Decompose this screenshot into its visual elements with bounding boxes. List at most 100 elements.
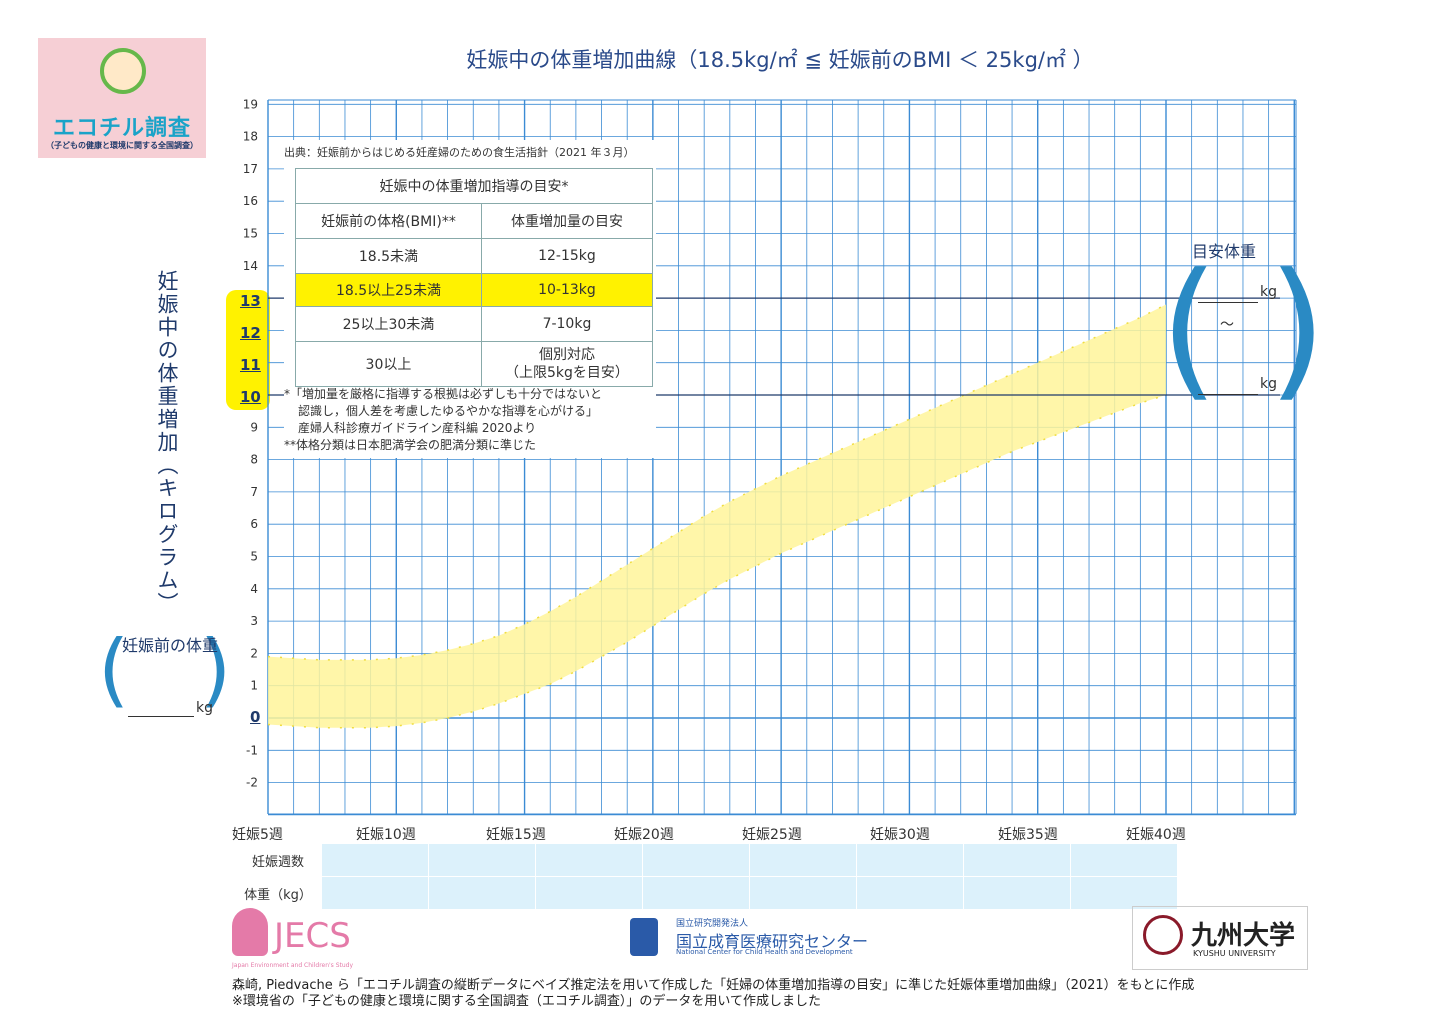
x-tick: 妊娠30週 [870, 827, 930, 843]
record-cell[interactable] [963, 876, 1071, 910]
y-tick-label: 16 [243, 194, 258, 208]
footnote-line: 産婦人科診療ガイドライン産科編 2020より [298, 421, 537, 435]
guide-cell: 25以上30未満 [295, 306, 482, 342]
record-cell[interactable] [535, 843, 643, 877]
record-cell[interactable] [428, 843, 536, 877]
logo-name: エコチル調査 [52, 116, 191, 141]
y-tick-label: 8 [250, 453, 258, 467]
credit-note: ※環境省の「子どもの健康と環境に関する全国調査（エコチル調査）」のデータを用いて… [232, 994, 822, 1009]
target-left-paren: ( [1160, 242, 1219, 416]
record-cell[interactable] [856, 843, 964, 877]
prepregnancy-unit: kg [196, 700, 213, 716]
y-tick-label: 7 [250, 485, 258, 499]
footnote-line: *「増加量を厳格に指導する根拠は必ずしも十分ではないと [284, 387, 603, 401]
record-cell[interactable] [642, 876, 750, 910]
guide-cell: 個別対応 （上限5kgを目安） [480, 341, 654, 387]
jecs-logo: JECS Japan Environment and Children's St… [232, 906, 356, 972]
record-cell[interactable] [963, 843, 1071, 877]
x-tick: 妊娠35週 [998, 827, 1058, 843]
ncchd-mark-icon [630, 918, 658, 956]
y-tick-label: 5 [250, 550, 258, 564]
x-tick: 妊娠10週 [356, 827, 416, 843]
y-tick-13: 13 [240, 292, 261, 310]
kyushu-logo: 九州大学 KYUSHU UNIVERSITY [1132, 906, 1308, 970]
weight-gain-band [268, 304, 1166, 728]
logo-subtitle: （子どもの健康と環境に関する全国調査） [46, 141, 198, 150]
jecs-figure-icon [232, 908, 268, 956]
target-upper-unit: kg [1260, 284, 1277, 300]
guide-header-bmi: 妊娠前の体格(BMI)** [295, 203, 482, 239]
page-title: 妊娠中の体重増加曲線（18.5kg/㎡ ≦ 妊娠前のBMI ＜ 25kg/㎡ ） [466, 48, 1094, 72]
right-paren: ) [200, 623, 232, 716]
ncchd-name: 国立成育医療研究センター [676, 932, 869, 951]
ncchd-small: 国立研究開発法人 [676, 919, 749, 929]
target-lower-field[interactable] [1198, 394, 1258, 395]
x-tick: 妊娠15週 [486, 827, 546, 843]
kyushu-name: 九州大学 [1191, 921, 1296, 951]
footnote-line: **体格分類は日本肥満学会の肥満分類に準じた [284, 438, 537, 452]
guide-cell: 30以上 [295, 341, 482, 387]
y-tick-label: 14 [243, 259, 258, 273]
record-cell[interactable] [642, 843, 750, 877]
y-tick-label: -2 [246, 776, 258, 790]
x-tick: 妊娠40週 [1126, 827, 1186, 843]
y-tick-label: 4 [250, 582, 258, 596]
ncchd-logo: 国立研究開発法人 国立成育医療研究センター National Center fo… [630, 916, 868, 960]
left-paren: ( [98, 623, 130, 716]
y-tick-label: 18 [243, 130, 258, 144]
guide-cell-highlight: 10-13kg [480, 273, 654, 307]
y-tick-label: 15 [243, 227, 258, 241]
prepregnancy-weight-field[interactable] [128, 716, 194, 717]
x-tick: 妊娠20週 [614, 827, 674, 843]
y-tick-label: 9 [250, 420, 258, 434]
record-cell[interactable] [535, 876, 643, 910]
prepregnancy-weight-label: 妊娠前の体重 [121, 636, 218, 655]
record-row-label: 妊娠週数 [234, 843, 322, 877]
y-tick-0: 0 [250, 708, 261, 726]
guide-table: 妊娠中の体重増加指導の目安* 妊娠前の体格(BMI)** 体重増加量の目安 18… [295, 168, 654, 387]
jecs-subtext: Japan Environment and Children's Study [232, 962, 354, 969]
record-row-label: 体重（kg） [234, 876, 322, 910]
guide-cell-highlight: 18.5以上25未満 [295, 273, 482, 307]
kyushu-emblem-icon [1143, 915, 1183, 955]
y-tick-label: 6 [250, 517, 258, 531]
mascot-icon [100, 48, 146, 94]
kyushu-en: KYUSHU UNIVERSITY [1193, 949, 1276, 958]
record-table: 妊娠週数 体重（kg） [234, 843, 1178, 910]
record-cell[interactable] [749, 876, 857, 910]
target-upper-field[interactable] [1198, 302, 1258, 303]
footnotes: *「増加量を厳格に指導する根拠は必ずしも十分ではないと 認識し，個人差を考慮した… [284, 386, 656, 454]
record-cell[interactable] [1070, 843, 1178, 877]
record-cell[interactable] [321, 876, 429, 910]
target-weight-label: 目安体重 [1192, 242, 1257, 261]
record-cell[interactable] [321, 843, 429, 877]
source-note: 出典：妊娠前からはじめる妊産婦のための食生活指針（2021 年３月） [284, 146, 635, 159]
guide-cell: 7-10kg [480, 306, 654, 342]
guide-header-gain: 体重増加量の目安 [480, 203, 654, 239]
y-tick-label: -1 [246, 743, 258, 757]
record-cell[interactable] [856, 876, 964, 910]
target-right-paren: ) [1268, 242, 1327, 416]
x-tick: 妊娠25週 [742, 827, 802, 843]
y-tick-label: 2 [250, 646, 258, 660]
y-tick-12: 12 [240, 324, 261, 342]
record-cell[interactable] [749, 843, 857, 877]
record-cell[interactable] [1070, 876, 1178, 910]
jecs-text: JECS [274, 916, 351, 956]
record-cell[interactable] [428, 876, 536, 910]
target-lower-unit: kg [1260, 376, 1277, 392]
y-axis-label: 妊娠中の体重増加（キログラム） [155, 270, 179, 615]
credit-line: 森崎, Piedvache ら「エコチル調査の縦断データにベイズ推定法を用いて作… [232, 978, 1195, 993]
y-tick-label: 19 [243, 97, 258, 111]
ecochil-logo: エコチル調査 （子どもの健康と環境に関する全国調査） [38, 38, 206, 158]
y-tick-label: 3 [250, 614, 258, 628]
guide-cell: 18.5未満 [295, 238, 482, 274]
tilde: ～ [1220, 317, 1234, 333]
y-tick-label: 1 [250, 679, 258, 693]
y-tick-label: 17 [243, 162, 258, 176]
guide-caption: 妊娠中の体重増加指導の目安* [295, 168, 653, 204]
guide-cell: 12-15kg [480, 238, 654, 274]
target-range-highlight [226, 290, 270, 410]
ncchd-en: National Center for Child Health and Dev… [676, 948, 853, 956]
